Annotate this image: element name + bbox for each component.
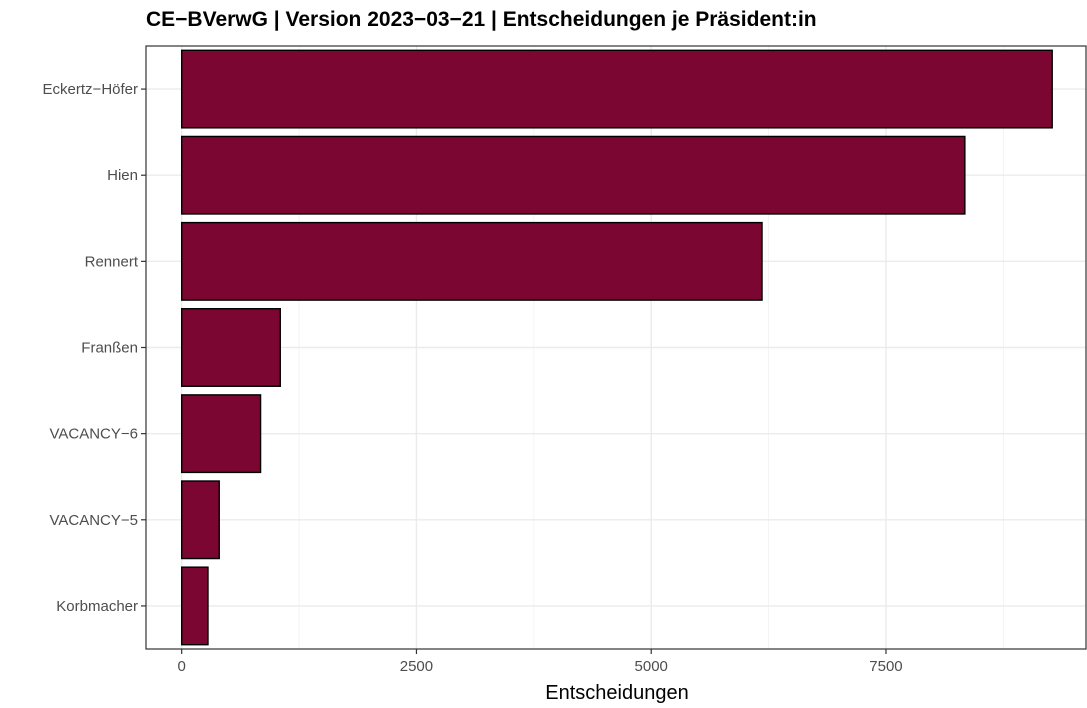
x-axis-title: Entscheidungen xyxy=(545,682,688,704)
bar xyxy=(180,135,966,215)
x-tick-label: 5000 xyxy=(635,658,668,675)
x-tick-label: 0 xyxy=(178,658,186,675)
y-tick-label: VACANCY−6 xyxy=(49,426,138,443)
y-tick-label: Korbmacher xyxy=(56,598,138,615)
bar xyxy=(180,308,281,387)
bar xyxy=(180,394,262,474)
x-tick-label: 2500 xyxy=(400,658,433,675)
y-tick-label: Eckertz−Höfer xyxy=(43,81,138,98)
y-tick-label: Rennert xyxy=(85,253,139,270)
y-tick-label: Hien xyxy=(107,167,138,184)
chart-title: CE−BVerwG | Version 2023−03−21 | Entsche… xyxy=(146,8,817,31)
y-tick-label: Franßen xyxy=(81,340,138,357)
bar xyxy=(180,480,220,560)
y-tick-label: VACANCY−5 xyxy=(49,512,138,529)
bar xyxy=(180,221,763,301)
bar xyxy=(180,49,1053,129)
x-tick-label: 7500 xyxy=(869,658,902,675)
bar xyxy=(180,566,209,646)
